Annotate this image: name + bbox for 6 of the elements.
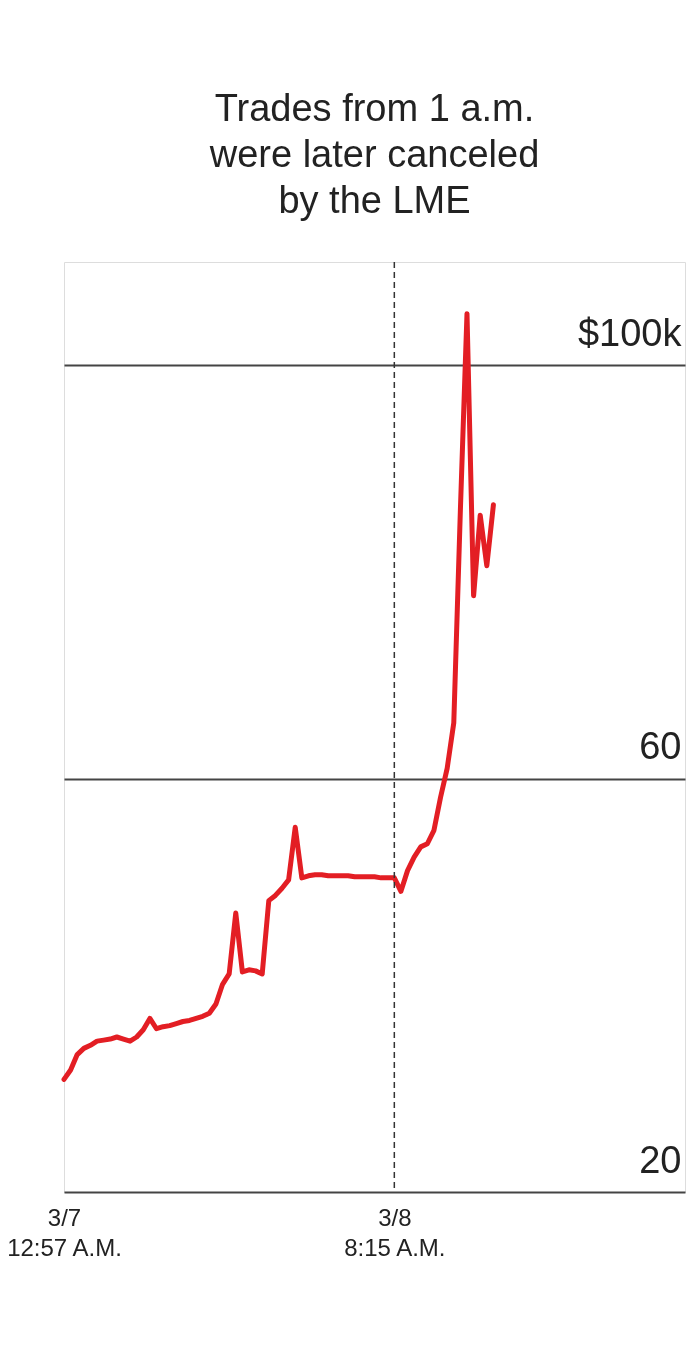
y-tick-label: 20 xyxy=(639,1138,682,1181)
y-tick-label: $100k xyxy=(577,311,683,354)
y-tick-label: 60 xyxy=(639,725,682,768)
x-tick-label: 3/7 12:57 A.M. xyxy=(7,1203,122,1261)
x-tick-label: 3/8 8:15 A.M. xyxy=(344,1203,446,1261)
chart-title: Trades from 1 a.m. were later canceled by the LME xyxy=(208,87,540,222)
